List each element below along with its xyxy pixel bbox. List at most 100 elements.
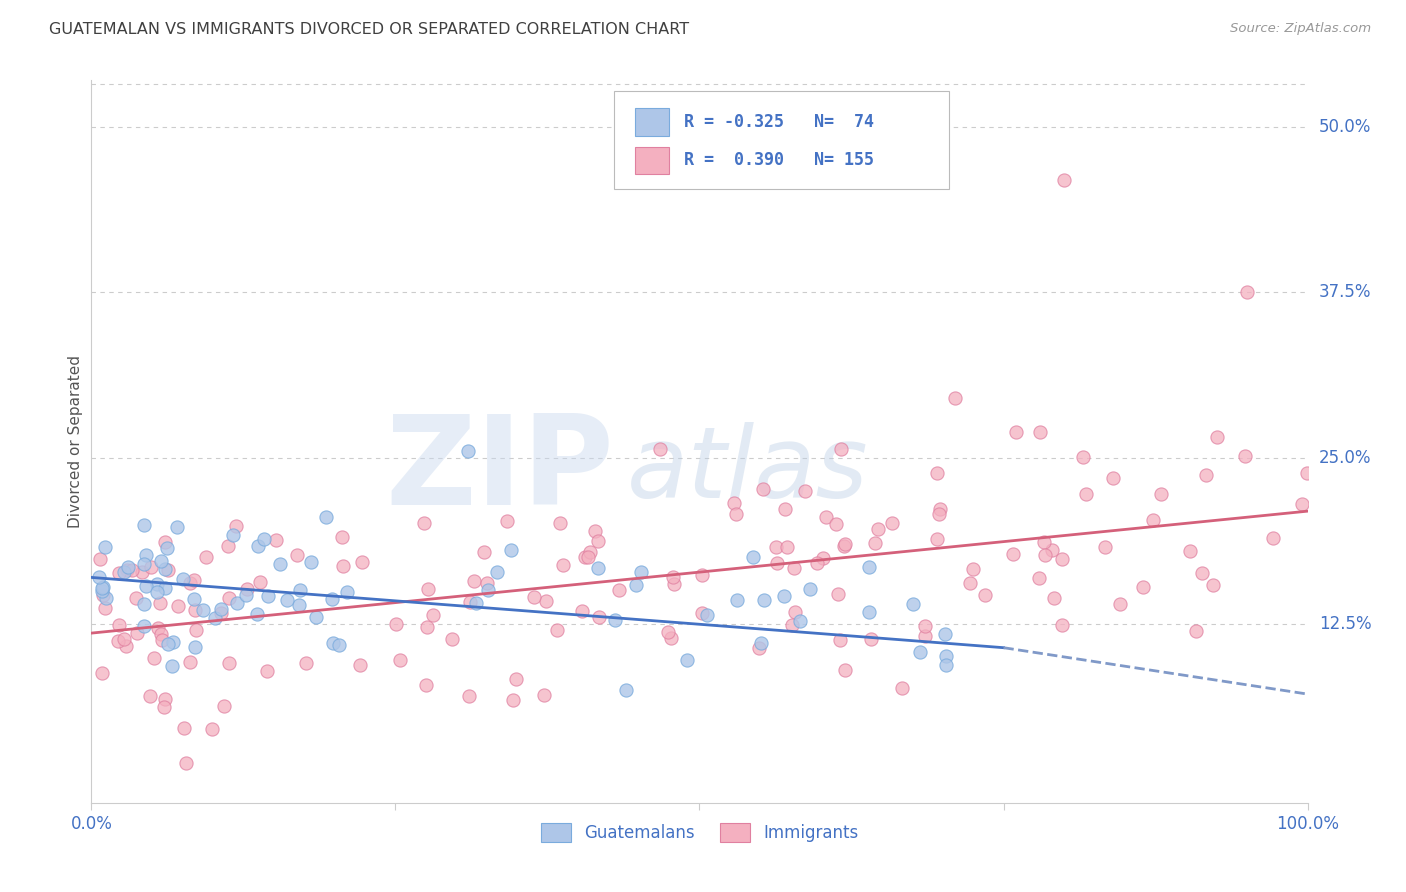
Point xyxy=(256,664,278,678)
Point xyxy=(783,560,806,574)
Point xyxy=(773,502,796,516)
Point xyxy=(134,597,156,611)
Point xyxy=(276,592,298,607)
Point xyxy=(184,640,207,655)
Point xyxy=(523,590,546,604)
Point xyxy=(499,543,522,558)
Point xyxy=(1050,552,1073,566)
Point xyxy=(91,588,114,602)
Point xyxy=(172,572,194,586)
Text: 12.5%: 12.5% xyxy=(1319,615,1371,632)
Point xyxy=(962,562,984,576)
Point xyxy=(806,556,828,570)
Point xyxy=(246,607,269,622)
Point xyxy=(1296,466,1319,480)
Point xyxy=(218,591,240,605)
Point xyxy=(603,613,626,627)
Point xyxy=(723,495,745,509)
Text: ZIP: ZIP xyxy=(385,410,614,531)
Point xyxy=(173,721,195,735)
Point xyxy=(135,579,157,593)
Text: GUATEMALAN VS IMMIGRANTS DIVORCED OR SEPARATED CORRELATION CHART: GUATEMALAN VS IMMIGRANTS DIVORCED OR SEP… xyxy=(49,22,689,37)
Point xyxy=(299,555,322,569)
Point xyxy=(135,548,157,562)
Point xyxy=(824,517,846,532)
Point xyxy=(974,588,997,602)
Point xyxy=(134,619,156,633)
Point xyxy=(934,627,956,641)
Point xyxy=(184,623,207,637)
Point xyxy=(664,577,686,591)
Point xyxy=(696,607,718,622)
Point xyxy=(925,466,948,480)
Point xyxy=(1132,580,1154,594)
Y-axis label: Divorced or Separated: Divorced or Separated xyxy=(67,355,83,528)
Point xyxy=(96,591,118,605)
Point xyxy=(149,596,172,610)
Point xyxy=(131,565,153,579)
Point xyxy=(336,585,359,599)
Point xyxy=(183,573,205,587)
Point xyxy=(204,611,226,625)
Text: Source: ZipAtlas.com: Source: ZipAtlas.com xyxy=(1230,22,1371,36)
Point xyxy=(1109,597,1132,611)
Point xyxy=(748,640,770,655)
Point xyxy=(328,638,350,652)
Point xyxy=(1142,513,1164,527)
Point xyxy=(579,544,602,558)
Point xyxy=(832,539,855,553)
Point xyxy=(108,618,131,632)
Point xyxy=(943,392,966,406)
Point xyxy=(125,625,148,640)
Point xyxy=(630,566,652,580)
Point xyxy=(783,605,806,619)
Point xyxy=(226,596,249,610)
Point xyxy=(162,634,184,648)
Point xyxy=(115,563,138,577)
Point xyxy=(725,593,748,607)
Point xyxy=(209,602,232,616)
Point xyxy=(914,618,936,632)
Point xyxy=(117,560,139,574)
Point xyxy=(1195,468,1218,483)
Point xyxy=(659,632,682,646)
Point xyxy=(1042,591,1064,605)
Point xyxy=(775,540,797,554)
Point xyxy=(416,619,439,633)
Point xyxy=(1291,497,1313,511)
Point xyxy=(115,639,138,653)
Point xyxy=(551,558,574,573)
Point xyxy=(662,570,685,584)
Point xyxy=(214,699,236,714)
Point xyxy=(925,532,948,546)
Point xyxy=(142,651,165,665)
Point xyxy=(624,578,647,592)
Point xyxy=(166,599,188,614)
Point xyxy=(789,614,811,628)
Point xyxy=(1076,487,1098,501)
Point xyxy=(330,530,353,544)
Point xyxy=(533,688,555,702)
Point xyxy=(315,509,337,524)
Point xyxy=(1053,172,1076,186)
Point xyxy=(752,592,775,607)
Point xyxy=(384,617,406,632)
Point xyxy=(125,591,148,606)
Point xyxy=(146,577,169,591)
Point xyxy=(332,559,354,574)
Point xyxy=(294,657,316,671)
Point xyxy=(253,532,276,546)
Point xyxy=(146,621,169,635)
Point xyxy=(891,681,914,696)
Point xyxy=(472,545,495,559)
Point xyxy=(858,605,880,619)
Point xyxy=(209,606,232,620)
Point xyxy=(752,482,775,496)
Point xyxy=(112,632,135,647)
Point xyxy=(91,584,114,599)
Point xyxy=(935,657,957,672)
Point xyxy=(534,594,557,608)
Point xyxy=(94,600,117,615)
Point xyxy=(914,629,936,643)
Point xyxy=(1004,425,1026,439)
